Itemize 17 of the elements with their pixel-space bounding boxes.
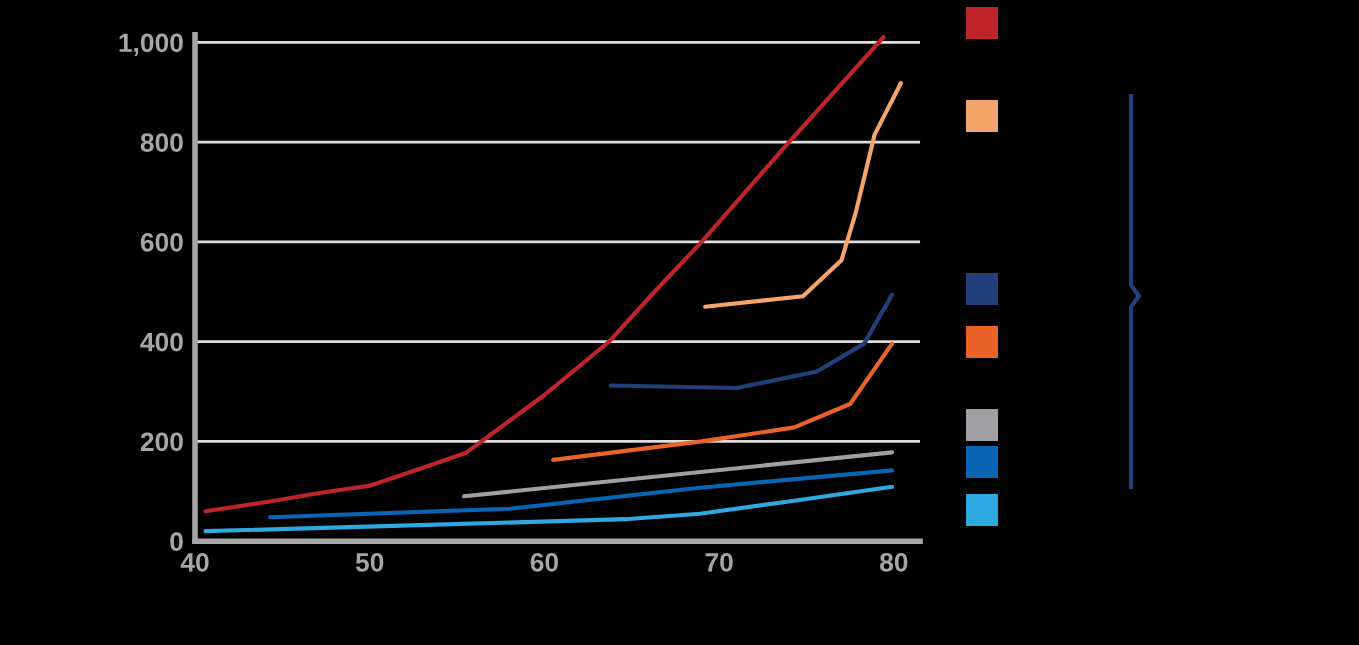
line-series <box>203 35 886 514</box>
y-tick-label: 0 <box>170 532 183 551</box>
line-series <box>608 292 895 391</box>
y-tick-label: 800 <box>140 133 183 152</box>
y-tick-label: 1,000 <box>119 33 183 56</box>
y-tick-label: 200 <box>140 432 183 452</box>
y-tick-label: 600 <box>140 232 183 252</box>
line-series <box>551 341 895 462</box>
line-series <box>203 484 895 534</box>
line-series <box>268 468 895 520</box>
x-tick-label: 50 <box>355 552 384 572</box>
x-tick-label: 60 <box>530 552 559 572</box>
x-tick-label: 70 <box>705 552 733 572</box>
x-tick-label: 80 <box>880 552 908 572</box>
y-tick-label: 400 <box>140 332 183 352</box>
line-series <box>703 81 903 309</box>
x-tick-label: 40 <box>180 552 209 572</box>
